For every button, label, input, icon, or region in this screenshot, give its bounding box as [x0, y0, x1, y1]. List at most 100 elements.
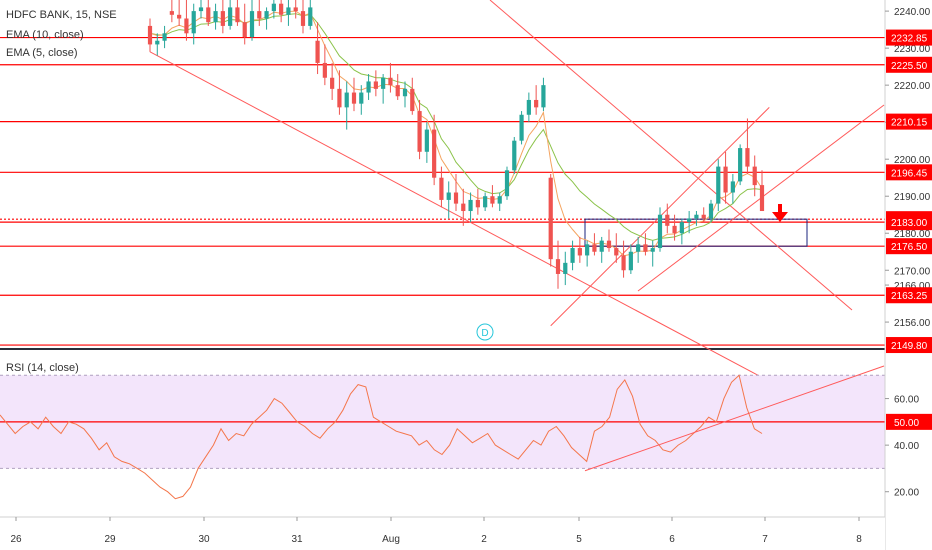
price-tick-label: 2230.00	[894, 44, 931, 55]
candle	[220, 11, 225, 26]
candle	[424, 129, 429, 152]
candle	[417, 111, 422, 152]
candle	[177, 14, 182, 19]
candle	[657, 214, 663, 249]
price-level-badge	[886, 238, 932, 255]
candle	[570, 248, 575, 263]
time-tick-label: 6	[669, 534, 675, 545]
price-tick-label: 2200.00	[894, 155, 931, 166]
candle	[650, 248, 655, 252]
dividend-marker-icon: D	[476, 323, 494, 341]
candle	[315, 40, 320, 63]
candle	[286, 7, 291, 15]
time-tick-label: 31	[291, 534, 303, 545]
candle	[752, 166, 757, 186]
time-tick-label: 5	[576, 534, 582, 545]
price-level-badge-label: 2149.80	[891, 341, 928, 352]
down-arrow-icon	[772, 204, 788, 222]
candle	[504, 170, 510, 197]
candle	[410, 88, 415, 112]
trendline	[149, 51, 770, 382]
candle	[621, 255, 626, 271]
price-tick-label: 2156.00	[894, 318, 931, 329]
rsi-label: RSI (14, close)	[6, 362, 79, 374]
time-tick-label: 2	[481, 534, 487, 545]
candle	[432, 129, 437, 178]
time-axis[interactable]: 26 29 30 31 Aug 2 5 6 7 8	[0, 516, 885, 550]
rsi-tick-label: 40.00	[894, 441, 919, 452]
candle	[636, 244, 641, 252]
price-axis-bg	[885, 0, 932, 550]
candle	[388, 77, 393, 86]
candle	[519, 114, 524, 141]
candle	[708, 203, 714, 219]
candle	[665, 214, 670, 226]
candle	[687, 218, 692, 223]
price-tick-label: 2180.00	[894, 229, 931, 240]
candle	[257, 11, 262, 19]
candle	[643, 244, 648, 252]
candle	[228, 7, 233, 26]
candle	[679, 222, 684, 234]
candle	[271, 3, 276, 12]
candle	[366, 81, 371, 93]
time-axis-bg	[0, 517, 885, 550]
price-tick-label: 2240.00	[894, 7, 931, 18]
rsi-level-badge	[886, 413, 932, 430]
rsi-line	[0, 374, 763, 500]
candle	[446, 192, 451, 200]
candle	[723, 166, 728, 193]
candle	[453, 192, 459, 204]
rsi-pane[interactable]	[0, 365, 885, 500]
candle	[206, 7, 211, 23]
candle	[147, 25, 153, 45]
price-level-badge-label: 2232.85	[891, 34, 928, 45]
time-tick-label: 7	[762, 534, 768, 545]
time-tick-label: 30	[198, 534, 210, 545]
down-arrow-head	[772, 212, 788, 222]
candle	[483, 196, 488, 208]
candle	[475, 199, 480, 208]
price-level-badge	[886, 287, 932, 304]
price-tick-label: 2166.00	[894, 281, 931, 292]
dividend-marker-text: D	[481, 328, 488, 339]
price-axis[interactable]: 2240.002230.002220.002210.002200.002190.…	[884, 0, 932, 550]
candle	[526, 99, 531, 115]
candle	[337, 88, 342, 108]
candle	[279, 3, 284, 15]
candle	[628, 251, 633, 271]
candle	[293, 7, 298, 12]
candle	[759, 185, 765, 212]
candle	[461, 203, 466, 212]
price-level-badge	[886, 56, 932, 73]
price-level-badge	[886, 214, 932, 231]
candle	[235, 7, 240, 23]
price-pane[interactable]: D	[0, 0, 885, 382]
candle	[606, 240, 612, 249]
candle	[694, 214, 699, 219]
price-level-badge	[886, 113, 932, 130]
candle	[672, 225, 677, 234]
symbol-label: HDFC BANK, 15, NSE	[6, 9, 117, 21]
candle	[555, 259, 561, 274]
price-level-badge-label: 2225.50	[891, 61, 928, 72]
candle	[541, 85, 546, 108]
time-tick-label: 29	[104, 534, 116, 545]
price-tick-label: 2190.00	[894, 192, 931, 203]
price-level-badge-label: 2176.50	[891, 242, 928, 253]
ema10-label: EMA (10, close)	[6, 29, 84, 41]
candle	[213, 11, 218, 23]
price-level-badge	[886, 164, 932, 181]
candle	[490, 196, 495, 204]
candle	[730, 181, 735, 193]
candle	[716, 166, 721, 204]
candle	[534, 99, 539, 108]
candle	[381, 77, 386, 89]
candle	[155, 40, 160, 45]
candle	[512, 140, 517, 171]
time-tick-label: 26	[10, 534, 22, 545]
rsi-tick-label: 20.00	[894, 488, 919, 499]
candle	[614, 248, 619, 256]
price-tick-label: 2220.00	[894, 81, 931, 92]
